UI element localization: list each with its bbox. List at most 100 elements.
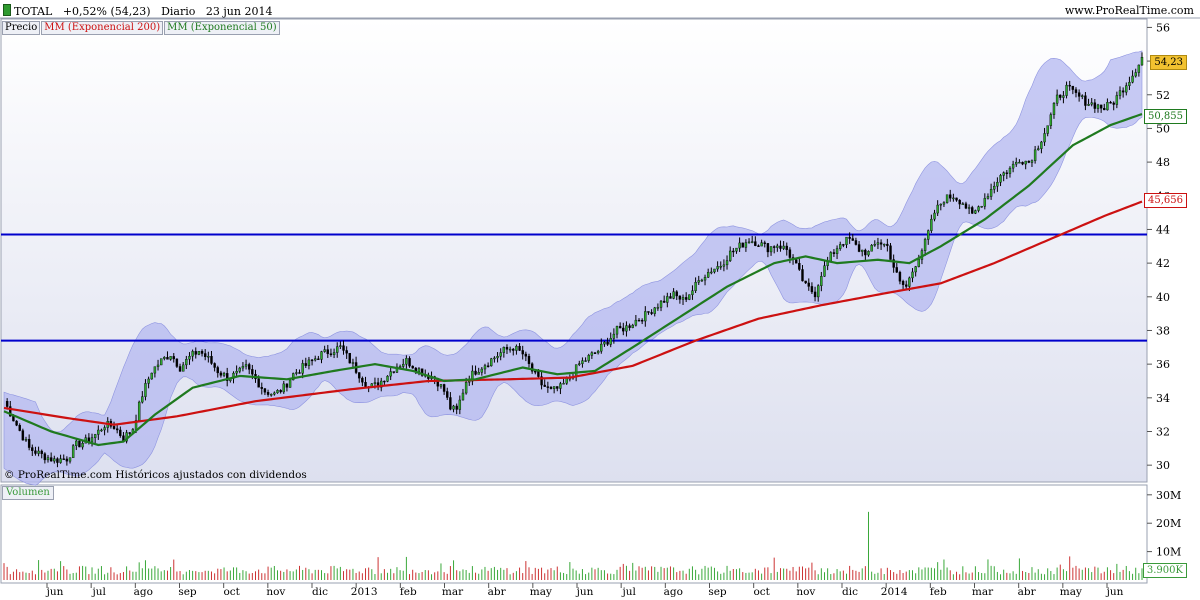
candle-body bbox=[266, 392, 270, 395]
candle-body bbox=[521, 350, 524, 355]
candle-body bbox=[766, 243, 770, 253]
legend-ema50[interactable]: MM (Exponencial 50) bbox=[164, 21, 280, 35]
candle-body bbox=[241, 365, 245, 369]
candle-body bbox=[879, 242, 883, 245]
candle-body bbox=[1103, 107, 1106, 111]
legend-price[interactable]: Precio bbox=[2, 21, 41, 35]
candle-body bbox=[1043, 133, 1046, 143]
candle-body bbox=[386, 375, 389, 382]
date-tick-label: may bbox=[1060, 586, 1082, 598]
candle-body bbox=[128, 432, 131, 434]
candle-body bbox=[798, 263, 801, 270]
candle-body bbox=[1099, 104, 1103, 109]
candle-body bbox=[983, 198, 987, 207]
candle-body bbox=[851, 238, 854, 241]
candle-body bbox=[43, 453, 47, 461]
candle-body bbox=[559, 383, 562, 389]
candle-body bbox=[188, 355, 191, 360]
candle-body bbox=[446, 391, 449, 398]
candle-body bbox=[270, 394, 273, 396]
candle-body bbox=[534, 371, 537, 373]
candle-body bbox=[1118, 90, 1122, 96]
candle-body bbox=[980, 206, 983, 208]
candle-body bbox=[288, 379, 292, 388]
candle-body bbox=[842, 244, 845, 246]
candle-body bbox=[200, 350, 204, 354]
candle-body bbox=[345, 350, 348, 354]
candle-body bbox=[75, 440, 78, 446]
candle-body bbox=[886, 243, 889, 246]
candle-body bbox=[263, 388, 267, 393]
candle-body bbox=[320, 351, 323, 360]
candle-body bbox=[788, 249, 792, 258]
candle-body bbox=[402, 363, 405, 367]
volume-legend[interactable]: Volumen bbox=[2, 486, 54, 500]
candle-body bbox=[298, 372, 301, 374]
price-candles bbox=[5, 52, 1144, 468]
candle-body bbox=[348, 352, 352, 364]
candle-body bbox=[380, 380, 383, 388]
candle-body bbox=[93, 434, 97, 438]
candle-body bbox=[854, 240, 858, 245]
candle-body bbox=[738, 242, 741, 249]
candle-body bbox=[603, 341, 606, 345]
candle-body bbox=[612, 333, 616, 339]
price-tick-label: 32 bbox=[1156, 425, 1170, 438]
candle-body bbox=[178, 366, 182, 372]
candle-body bbox=[706, 272, 710, 278]
candle-body bbox=[103, 427, 106, 431]
candle-body bbox=[1021, 161, 1024, 165]
legend-ema200[interactable]: MM (Exponencial 200) bbox=[41, 21, 164, 35]
candle-body bbox=[468, 380, 471, 383]
candle-body bbox=[329, 353, 333, 355]
candle-body bbox=[119, 429, 122, 436]
candle-body bbox=[681, 297, 685, 300]
candle-body bbox=[870, 245, 873, 252]
candle-body bbox=[857, 244, 861, 252]
candle-body bbox=[34, 450, 37, 454]
candle-body bbox=[650, 312, 653, 314]
candle-body bbox=[540, 376, 543, 386]
candle-body bbox=[1137, 64, 1141, 73]
candle-body bbox=[772, 246, 776, 248]
candle-body bbox=[744, 242, 748, 248]
candle-body bbox=[59, 458, 62, 463]
candle-body bbox=[90, 437, 94, 443]
candle-body bbox=[952, 197, 955, 200]
candle-body bbox=[622, 327, 625, 332]
candle-body bbox=[1077, 92, 1081, 97]
candle-body bbox=[785, 245, 788, 250]
period-label: Diario bbox=[161, 5, 196, 18]
candle-body bbox=[895, 267, 898, 273]
candle-body bbox=[295, 372, 298, 374]
candle-body bbox=[719, 266, 722, 268]
candle-body bbox=[15, 420, 18, 426]
candle-body bbox=[159, 358, 163, 366]
symbol-label: TOTAL bbox=[14, 5, 53, 18]
date-tick-label: ago bbox=[664, 586, 683, 598]
candle-body bbox=[876, 242, 880, 245]
volume-tick-label: 30M bbox=[1156, 489, 1181, 502]
date-axis: jun jul ago sep oct nov dic 2013 feb mar abr may jun… bbox=[45, 583, 1124, 598]
candle-body bbox=[477, 372, 480, 375]
candle-body bbox=[464, 381, 468, 394]
candle-body bbox=[310, 359, 314, 362]
candle-body bbox=[392, 371, 396, 373]
candle-body bbox=[1087, 104, 1090, 106]
date-tick-label: feb bbox=[400, 586, 417, 598]
candle-body bbox=[81, 442, 84, 448]
candle-body bbox=[1011, 163, 1015, 169]
candle-body bbox=[653, 307, 656, 314]
candle-body bbox=[549, 386, 553, 389]
candle-body bbox=[672, 291, 675, 299]
candle-body bbox=[883, 243, 886, 246]
candle-body bbox=[637, 319, 641, 322]
candle-body bbox=[578, 363, 581, 365]
candle-body bbox=[666, 296, 669, 303]
candle-body bbox=[292, 373, 295, 381]
candle-body bbox=[760, 242, 763, 247]
candle-body bbox=[452, 405, 455, 410]
site-label[interactable]: www.ProRealTime.com bbox=[1064, 4, 1194, 17]
candle-body bbox=[763, 242, 766, 244]
change-label: +0,52% (54,23) bbox=[62, 5, 151, 18]
